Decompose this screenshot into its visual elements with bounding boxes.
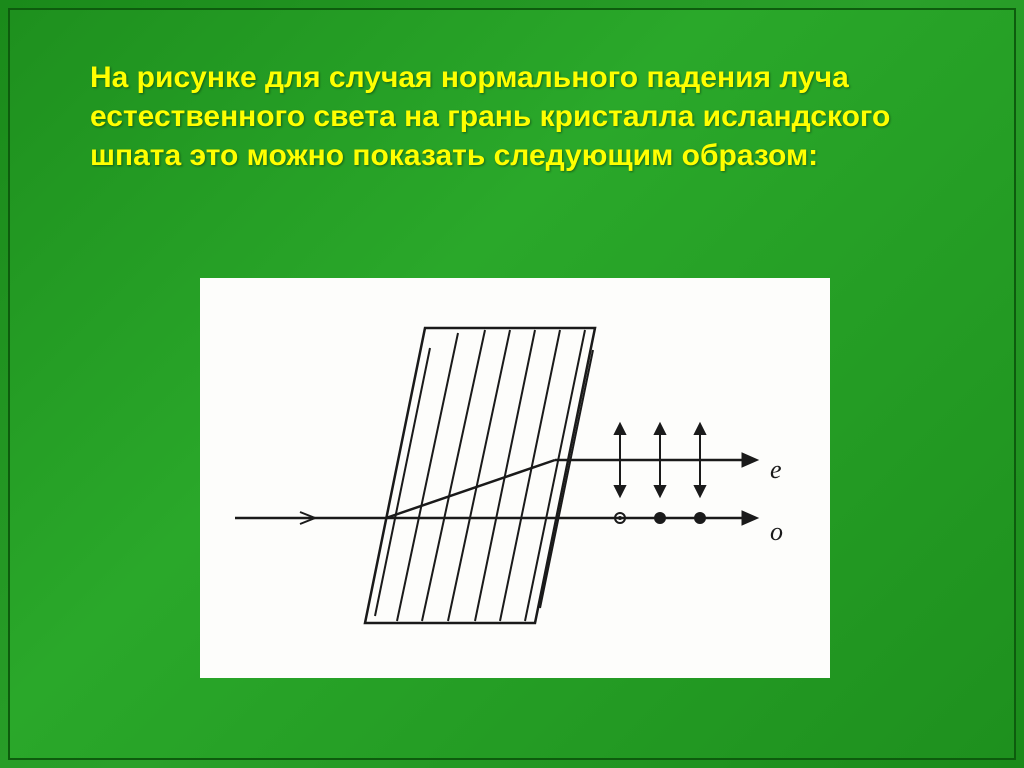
birefringence-diagram: e o (200, 278, 830, 678)
slide-title: На рисунке для случая нормального падени… (90, 58, 934, 175)
o-label: o (770, 517, 783, 546)
o-ray-arrowhead (742, 511, 758, 525)
diagram-svg: e o (200, 278, 830, 678)
e-label: e (770, 455, 782, 484)
crystal-hatching (375, 330, 593, 621)
slide-frame: На рисунке для случая нормального падени… (8, 8, 1016, 760)
e-ray-inside (386, 460, 555, 518)
e-ray-arrowhead (742, 453, 758, 467)
